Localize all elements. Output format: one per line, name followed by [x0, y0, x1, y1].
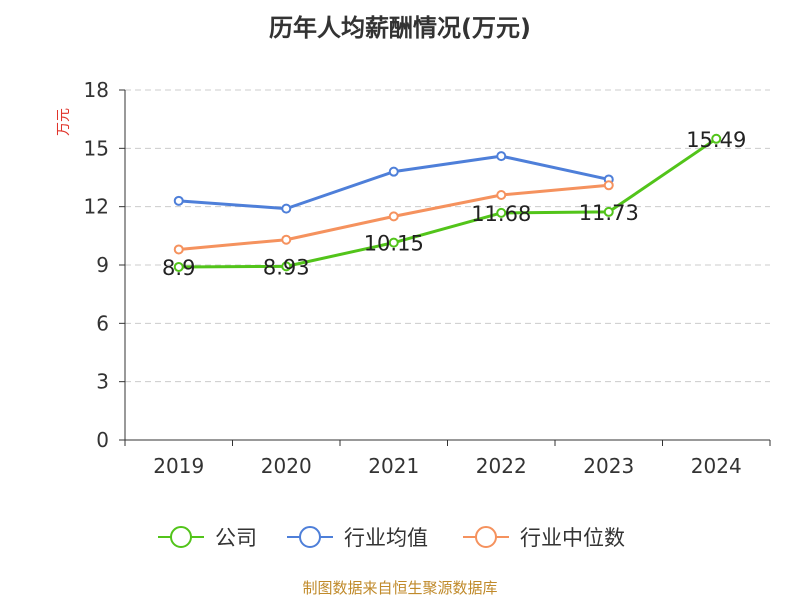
- data-point: [281, 234, 292, 245]
- data-point: [603, 180, 614, 191]
- y-tick-label: 6: [96, 311, 109, 335]
- series-line: [178, 137, 718, 269]
- data-point: [388, 166, 399, 177]
- data-label: 11.68: [471, 202, 531, 226]
- data-point: [388, 211, 399, 222]
- x-tick-label: 2022: [476, 454, 527, 478]
- y-axis-label: 万元: [56, 108, 72, 136]
- data-point: [388, 237, 399, 248]
- y-tick-label: 18: [84, 78, 109, 102]
- series-line: [178, 154, 610, 211]
- legend-marker: [299, 526, 321, 548]
- data-label: 8.93: [263, 255, 310, 279]
- data-label: 10.15: [364, 232, 424, 256]
- chart-title: 历年人均薪酬情况(万元): [269, 14, 531, 42]
- legend-marker: [170, 526, 192, 548]
- data-label: 15.49: [686, 128, 746, 152]
- y-tick-label: 9: [96, 253, 109, 277]
- data-point: [173, 261, 184, 272]
- y-tick-label: 12: [84, 195, 109, 219]
- data-label: 11.73: [579, 201, 639, 225]
- data-label: 8.9: [162, 256, 195, 280]
- y-tick-label: 3: [96, 370, 109, 394]
- legend-label: 行业中位数: [520, 526, 625, 550]
- x-tick-label: 2020: [261, 454, 312, 478]
- x-tick-label: 2021: [368, 454, 419, 478]
- x-tick-label: 2024: [691, 454, 742, 478]
- source-footer: 制图数据来自恒生聚源数据库: [302, 579, 498, 597]
- data-point: [496, 190, 507, 200]
- legend-marker: [475, 526, 497, 548]
- data-point: [173, 195, 184, 206]
- legend-label: 公司: [215, 526, 257, 550]
- data-point: [711, 133, 722, 144]
- data-point: [603, 206, 614, 217]
- x-tick-label: 2019: [153, 454, 204, 478]
- data-point: [496, 207, 507, 218]
- y-tick-label: 15: [84, 136, 109, 160]
- data-point: [496, 151, 507, 162]
- data-point: [281, 261, 292, 272]
- data-point: [173, 244, 184, 255]
- data-point: [281, 203, 292, 214]
- x-tick-label: 2023: [583, 454, 634, 478]
- legend-label: 行业均值: [344, 526, 428, 550]
- y-tick-label: 0: [96, 428, 109, 452]
